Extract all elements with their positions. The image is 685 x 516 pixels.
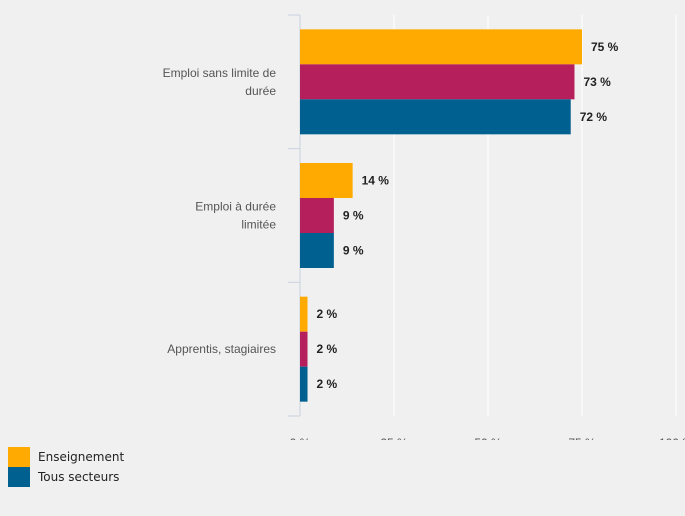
bar xyxy=(300,233,334,268)
bar xyxy=(300,64,575,100)
legend-swatch xyxy=(8,447,30,467)
x-tick-label: 50 % xyxy=(474,436,502,440)
data-label: 75 % xyxy=(591,40,619,54)
legend: Enseignement Tous secteurs xyxy=(8,447,124,487)
bar xyxy=(300,331,308,367)
legend-label: Enseignement xyxy=(38,450,125,464)
legend-label: Tous secteurs xyxy=(38,470,120,484)
category-label: Emploi à durée limitée xyxy=(195,200,276,232)
data-label: 72 % xyxy=(580,110,608,124)
legend-item-enseignement: Enseignement xyxy=(8,447,124,467)
legend-item-tous-secteurs: Tous secteurs xyxy=(8,467,124,487)
data-label: 73 % xyxy=(583,75,611,89)
category-label: Apprentis, stagiaires xyxy=(167,342,276,356)
data-label: 9 % xyxy=(343,244,364,258)
legend-swatch xyxy=(8,467,30,487)
data-label: 2 % xyxy=(317,377,338,391)
bar xyxy=(300,29,582,65)
bar xyxy=(300,198,334,233)
bar-chart: Emploi sans limite de durée Emploi à durée… xyxy=(163,14,685,440)
x-tick-label: 75 % xyxy=(568,436,596,440)
bar xyxy=(300,163,353,198)
bar xyxy=(300,99,571,135)
bar xyxy=(300,366,308,402)
data-label: 2 % xyxy=(317,342,338,356)
x-tick-label: 25 % xyxy=(380,436,408,440)
data-label: 9 % xyxy=(343,209,364,223)
data-label: 2 % xyxy=(317,307,338,321)
bar xyxy=(300,296,308,332)
data-label: 14 % xyxy=(362,174,390,188)
x-tick-label: 0 % xyxy=(290,436,311,440)
category-label: Emploi sans limite de durée xyxy=(163,66,277,98)
x-tick-label: 100 % xyxy=(659,436,685,440)
